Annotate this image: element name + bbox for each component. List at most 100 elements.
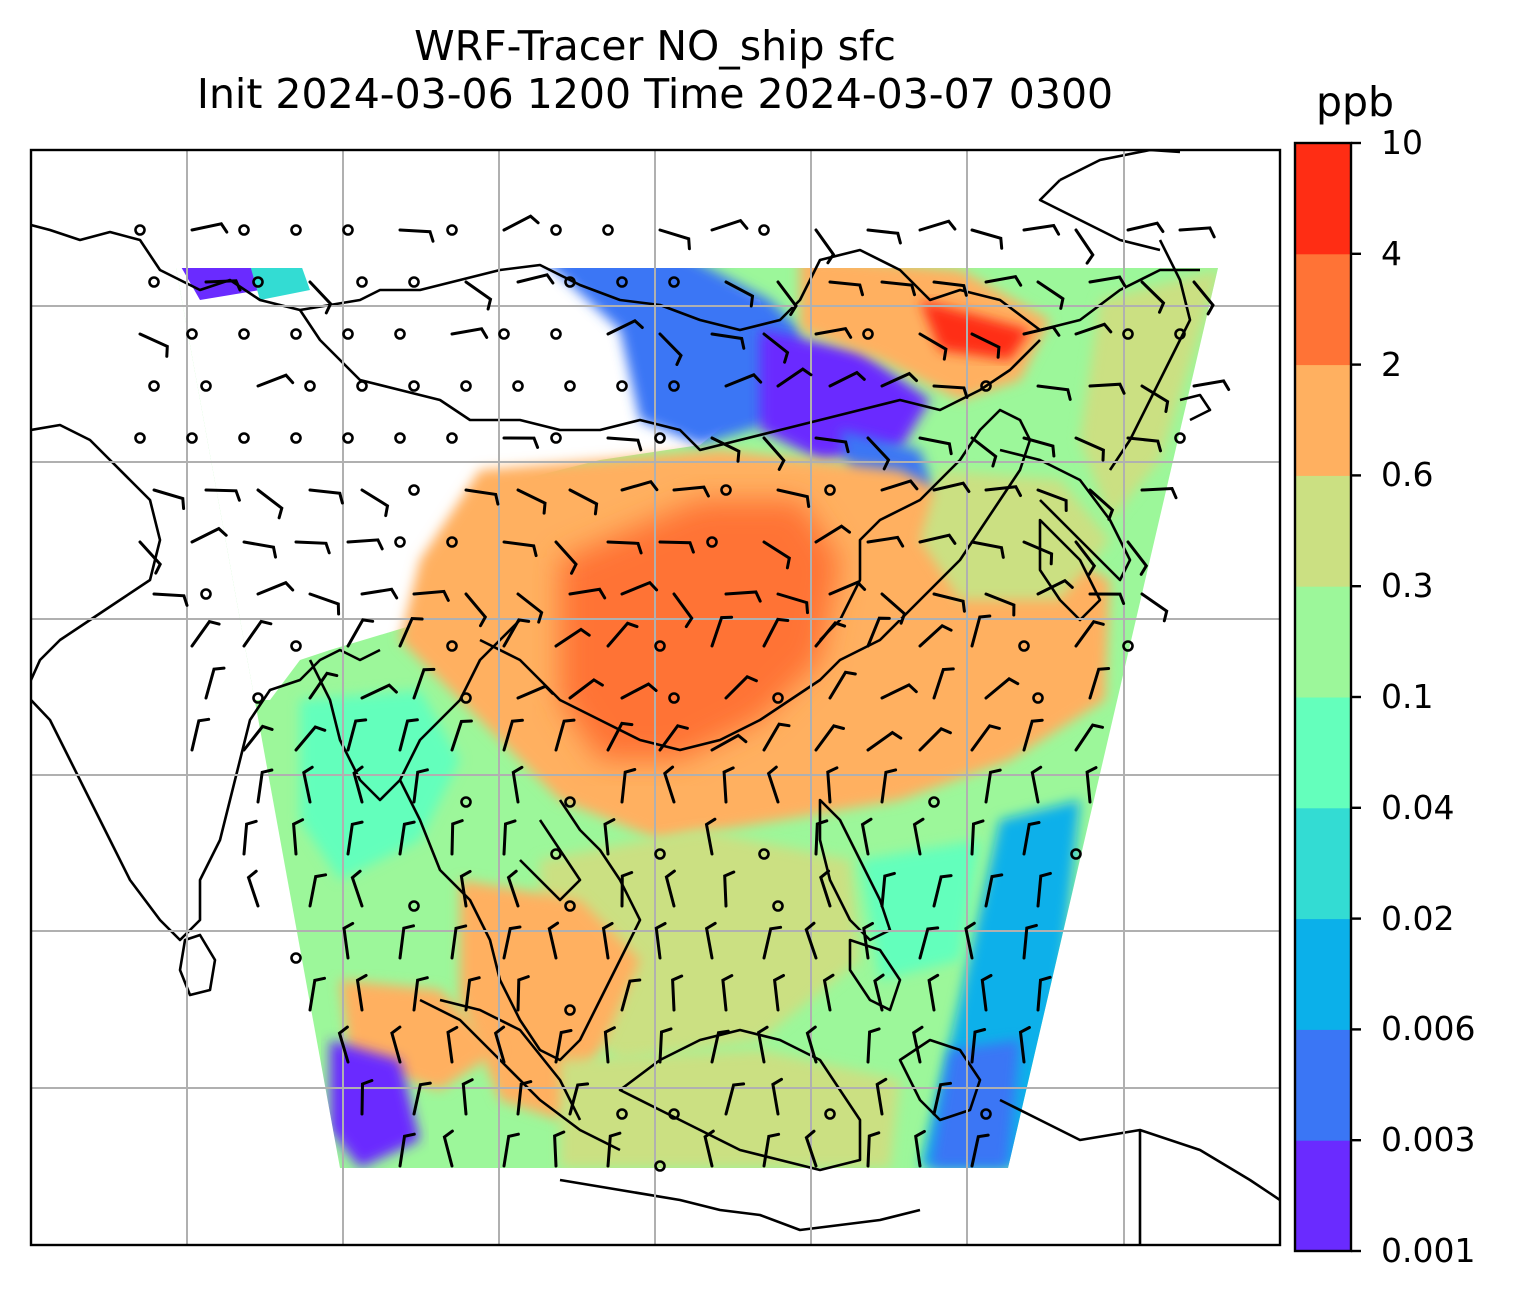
wind-barb xyxy=(346,538,384,551)
wind-barb xyxy=(360,587,399,600)
wind-barb xyxy=(390,1025,402,1064)
wind-barb xyxy=(190,717,211,752)
wind-barb xyxy=(918,926,940,960)
wind-barb xyxy=(242,619,273,648)
wind-barb xyxy=(450,819,464,856)
wind-barb xyxy=(1140,592,1169,623)
wind-barb xyxy=(603,818,616,856)
wind-calm-marker xyxy=(824,484,836,496)
wind-barb xyxy=(1036,488,1068,512)
wind-barb xyxy=(1192,280,1215,316)
wind-barb xyxy=(932,667,955,700)
wind-barb xyxy=(516,488,547,515)
wind-barb xyxy=(1074,540,1097,576)
wind-calm-marker xyxy=(394,432,406,444)
wind-barb xyxy=(256,768,274,804)
wind-barb xyxy=(412,1081,432,1116)
wind-barb xyxy=(1178,226,1216,239)
wind-barb xyxy=(970,436,998,468)
colorbar-tick-label: 0.1 xyxy=(1381,677,1434,716)
wind-barb xyxy=(866,616,891,648)
wind-barb xyxy=(398,1132,416,1168)
wind-calm-marker xyxy=(980,1108,992,1120)
wind-barb xyxy=(984,873,1004,908)
wind-barb xyxy=(450,924,468,960)
wind-barb xyxy=(620,978,642,1012)
wind-calm-marker xyxy=(290,432,302,444)
wind-barb xyxy=(346,618,375,648)
wind-barb xyxy=(603,1026,616,1064)
wind-calm-marker xyxy=(772,692,784,704)
colorbar-segment xyxy=(1295,697,1351,809)
colorbar-tick-label: 2 xyxy=(1381,344,1402,384)
wind-barb xyxy=(302,765,314,804)
wind-calm-marker xyxy=(512,380,524,392)
wind-calm-marker xyxy=(446,224,458,236)
wind-barb xyxy=(294,725,327,752)
wind-barb xyxy=(568,587,607,600)
colorbar-tick-label: 4 xyxy=(1381,233,1402,273)
wind-calm-marker xyxy=(460,796,472,808)
wind-barb xyxy=(554,718,576,752)
wind-barb xyxy=(663,765,676,804)
wind-calm-marker xyxy=(356,380,368,392)
wind-barb xyxy=(461,1078,474,1116)
wind-barb xyxy=(866,535,905,548)
wind-barb xyxy=(464,976,481,1012)
wind-barb xyxy=(724,675,758,700)
wind-barb xyxy=(1036,384,1072,401)
wind-calm-marker xyxy=(446,536,458,548)
wind-barb xyxy=(814,621,847,648)
wind-barb xyxy=(1088,667,1111,700)
wind-barb xyxy=(190,619,221,648)
wind-barb xyxy=(658,540,695,554)
wind-barb xyxy=(862,921,874,960)
wind-barb xyxy=(464,488,500,506)
wind-barb xyxy=(932,384,969,399)
wind-barb xyxy=(814,724,845,752)
wind-barb xyxy=(606,319,644,336)
wind-calm-marker xyxy=(394,536,406,548)
wind-barb xyxy=(970,614,992,648)
wind-barb xyxy=(814,819,829,856)
wind-calm-marker xyxy=(460,692,472,704)
wind-barb xyxy=(814,327,853,339)
wind-barb xyxy=(762,617,790,648)
wind-barb xyxy=(346,718,368,752)
wind-calm-marker xyxy=(564,276,576,288)
wind-calm-marker xyxy=(238,432,250,444)
wind-barb xyxy=(246,869,260,908)
wind-barb xyxy=(568,1082,590,1116)
wind-barb xyxy=(918,219,957,232)
colorbar-segment xyxy=(1295,475,1351,587)
wind-barb xyxy=(350,869,364,908)
wind-barb xyxy=(398,228,435,243)
wind-barb xyxy=(866,436,891,471)
wind-barb xyxy=(828,280,864,297)
wind-barb xyxy=(1192,379,1231,391)
wind-calm-marker xyxy=(706,536,718,548)
wind-barb xyxy=(912,1025,924,1064)
wind-barb xyxy=(152,488,186,510)
colorbar-segment xyxy=(1295,253,1351,366)
wind-barb xyxy=(880,871,896,908)
wind-calm-marker xyxy=(252,276,264,288)
wind-calm-marker xyxy=(134,224,146,236)
wind-barb xyxy=(190,526,228,544)
wind-barb xyxy=(620,479,659,492)
wind-barb xyxy=(256,580,295,596)
wind-barb xyxy=(970,1028,987,1064)
wind-barb xyxy=(450,719,473,752)
wind-barb xyxy=(256,373,295,388)
colorbar-segment xyxy=(1295,143,1351,255)
wind-barb xyxy=(502,618,531,648)
wind-calm-marker xyxy=(772,900,784,912)
wind-barb xyxy=(704,921,717,960)
wind-calm-marker xyxy=(1122,640,1134,652)
wind-barb xyxy=(516,684,555,700)
wind-barb xyxy=(970,1133,990,1168)
colorbar-tick-label: 10 xyxy=(1381,123,1423,162)
wind-barb xyxy=(620,768,637,804)
wind-barb xyxy=(516,273,555,285)
colorbar-tick-label: 0.3 xyxy=(1381,566,1434,606)
